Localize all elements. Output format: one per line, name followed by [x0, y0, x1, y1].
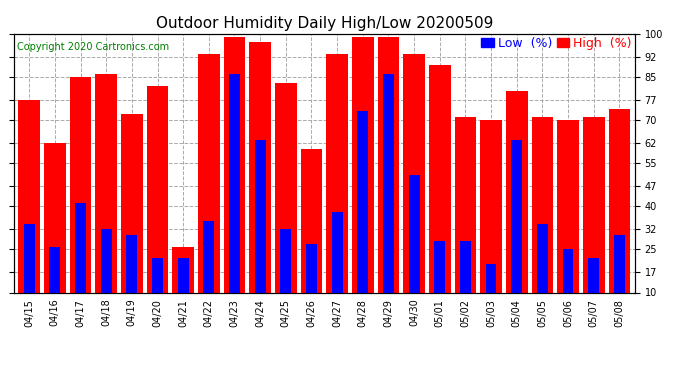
Bar: [126, 235, 137, 321]
Bar: [506, 91, 528, 321]
Bar: [562, 249, 573, 321]
Legend: Low  (%), High  (%): Low (%), High (%): [480, 36, 633, 51]
Bar: [486, 264, 497, 321]
Bar: [352, 37, 373, 321]
Bar: [614, 235, 624, 321]
Bar: [435, 241, 445, 321]
Title: Outdoor Humidity Daily High/Low 20200509: Outdoor Humidity Daily High/Low 20200509: [156, 16, 493, 31]
Bar: [249, 42, 271, 321]
Bar: [460, 241, 471, 321]
Bar: [383, 74, 394, 321]
Bar: [404, 54, 425, 321]
Bar: [480, 120, 502, 321]
Bar: [511, 140, 522, 321]
Bar: [19, 100, 40, 321]
Bar: [306, 244, 317, 321]
Text: Copyright 2020 Cartronics.com: Copyright 2020 Cartronics.com: [17, 42, 169, 51]
Bar: [455, 117, 476, 321]
Bar: [326, 54, 348, 321]
Bar: [152, 258, 163, 321]
Bar: [255, 140, 266, 321]
Bar: [70, 77, 91, 321]
Bar: [429, 65, 451, 321]
Bar: [24, 224, 34, 321]
Bar: [357, 111, 368, 321]
Bar: [275, 82, 297, 321]
Bar: [558, 120, 579, 321]
Bar: [224, 37, 245, 321]
Bar: [583, 117, 604, 321]
Bar: [332, 212, 342, 321]
Bar: [50, 246, 60, 321]
Bar: [178, 258, 188, 321]
Bar: [198, 54, 219, 321]
Bar: [531, 117, 553, 321]
Bar: [301, 149, 322, 321]
Bar: [44, 143, 66, 321]
Bar: [280, 229, 291, 321]
Bar: [75, 203, 86, 321]
Bar: [147, 86, 168, 321]
Bar: [121, 114, 143, 321]
Bar: [101, 229, 112, 321]
Bar: [229, 74, 240, 321]
Bar: [95, 74, 117, 321]
Bar: [609, 108, 630, 321]
Bar: [408, 175, 420, 321]
Bar: [204, 220, 214, 321]
Bar: [589, 258, 599, 321]
Bar: [377, 37, 400, 321]
Bar: [172, 246, 194, 321]
Bar: [537, 224, 548, 321]
